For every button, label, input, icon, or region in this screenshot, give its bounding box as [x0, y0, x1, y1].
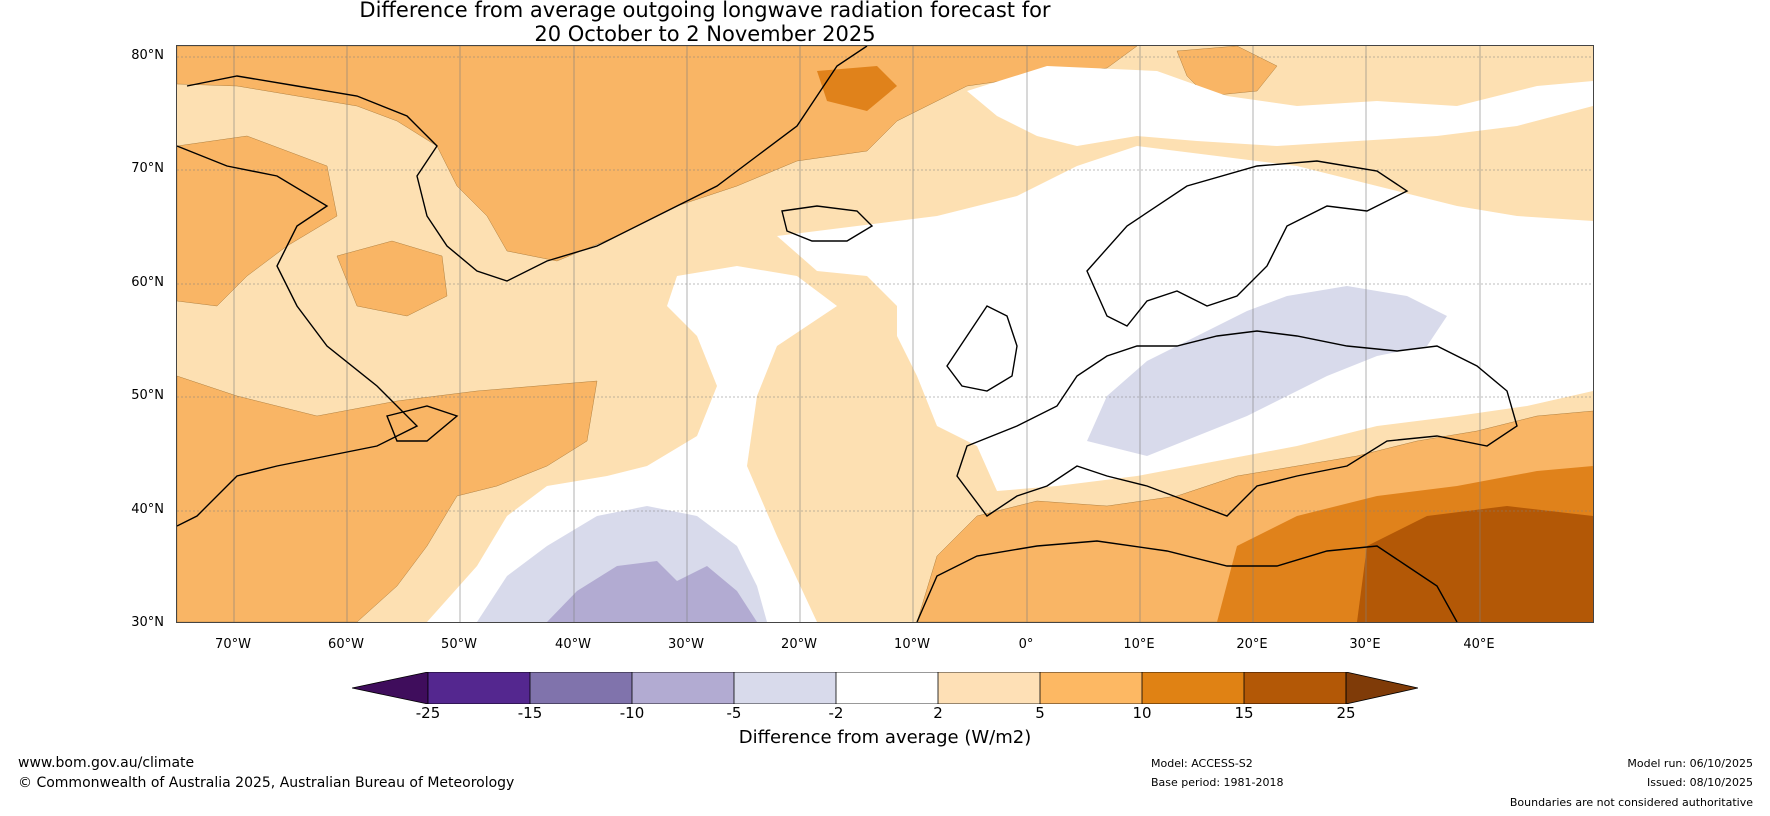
- footer-issued: Issued: 08/10/2025: [1646, 776, 1753, 789]
- colorbar-bin-minus10-minus5: [632, 672, 734, 704]
- lat-label-80n: 80°N: [131, 48, 164, 63]
- colorbar-tick-minus25: -25: [415, 704, 441, 722]
- title-line-1: Difference from average outgoing longwav…: [359, 0, 1051, 22]
- colorbar-bin-15-25: [1244, 672, 1346, 704]
- lon-label-60w: 60°W: [328, 637, 364, 652]
- footer-copyright: © Commonwealth of Australia 2025, Austra…: [18, 775, 515, 791]
- greenland-coast: [186, 46, 868, 282]
- anomaly-field-15-25-middle-east: [1357, 506, 1593, 622]
- coastlines: [177, 46, 1518, 622]
- colorbar-tick-minus10: -10: [619, 704, 645, 722]
- iceland-coast: [781, 205, 874, 242]
- colorbar-bin-minus15-minus10: [530, 672, 632, 704]
- lon-label-30w: 30°W: [668, 637, 704, 652]
- colorbar-bin-10-15: [1142, 672, 1244, 704]
- lon-label-20w: 20°W: [781, 637, 817, 652]
- olr-anomaly-map: [177, 46, 1593, 622]
- anomaly-field-5-10-newfoundland: [177, 375, 598, 622]
- colorbar-bin-minus5-minus2: [734, 672, 836, 704]
- colorbar-title: Difference from average (W/m2): [738, 727, 1032, 748]
- anomaly-field-5-10-scandinavia: [1176, 46, 1278, 97]
- colorbar-tick-25: 25: [1336, 704, 1356, 722]
- colorbar-tick-15: 15: [1234, 704, 1254, 722]
- colorbar-bin-minus2-2: [836, 672, 938, 704]
- scandinavia-coast: [1086, 160, 1409, 327]
- colorbar-tick-5: 5: [1035, 704, 1045, 722]
- chart-title: Difference from average outgoing longwav…: [0, 0, 1410, 46]
- lat-label-40n: 40°N: [131, 502, 164, 517]
- colorbar-tick-minus2: -2: [828, 704, 844, 722]
- lon-label-70w: 70°W: [215, 637, 251, 652]
- anomaly-field-neutral-arctic: [967, 66, 1593, 146]
- lon-label-40w: 40°W: [555, 637, 591, 652]
- map-panel: [176, 45, 1594, 623]
- graticule: [177, 46, 1593, 622]
- lat-label-60n: 60°N: [131, 275, 164, 290]
- colorbar-tick-2: 2: [933, 704, 943, 722]
- labrador-coast: [177, 145, 419, 527]
- colorbar-tick-10: 10: [1132, 704, 1152, 722]
- anomaly-field-minus5-minus10-atlantic: [547, 561, 757, 622]
- footer-disclaimer: Boundaries are not considered authoritat…: [1509, 796, 1753, 809]
- lon-label-40e: 40°E: [1463, 637, 1495, 652]
- anomaly-field-neutral-europe: [777, 146, 1593, 491]
- colorbar-tick-minus5: -5: [726, 704, 742, 722]
- title-line-2: 20 October to 2 November 2025: [534, 22, 876, 46]
- anomaly-field-neutral-atlantic: [427, 266, 837, 622]
- colorbar-bin-2-5: [938, 672, 1040, 704]
- colorbar-outline: [427, 672, 1347, 704]
- lon-label-50w: 50°W: [441, 637, 477, 652]
- footer-model-run: Model run: 06/10/2025: [1627, 757, 1753, 770]
- lon-label-0: 0°: [1018, 637, 1034, 652]
- colorbar-bin-minus25-minus15: [428, 672, 530, 704]
- anomaly-field-5-10-atlantic-patch: [336, 240, 448, 317]
- colorbar-bin-5-10: [1040, 672, 1142, 704]
- lon-label-10w: 10°W: [894, 637, 930, 652]
- anomaly-field-minus2-minus5-europe: [1087, 286, 1447, 456]
- british-isles-coast: [946, 305, 1018, 392]
- lon-label-20e: 20°E: [1236, 637, 1268, 652]
- lat-label-70n: 70°N: [131, 161, 164, 176]
- africa-coast: [916, 540, 1458, 622]
- lat-label-30n: 30°N: [131, 615, 164, 630]
- anomaly-field-10-15-greenland: [817, 66, 897, 111]
- footer-model: Model: ACCESS-S2: [1151, 757, 1253, 770]
- footer-base-period: Base period: 1981-2018: [1151, 776, 1284, 789]
- footer-website[interactable]: www.bom.gov.au/climate: [18, 755, 195, 771]
- lon-label-30e: 30°E: [1349, 637, 1381, 652]
- colorbar-extend-high: [1345, 672, 1418, 704]
- colorbar-extend-low: [352, 672, 429, 704]
- lon-label-10e: 10°E: [1123, 637, 1155, 652]
- europe-coast: [956, 330, 1518, 517]
- lat-label-50n: 50°N: [131, 388, 164, 403]
- newfoundland-coast: [386, 405, 459, 442]
- colorbar: [352, 672, 1418, 704]
- colorbar-tick-minus15: -15: [517, 704, 543, 722]
